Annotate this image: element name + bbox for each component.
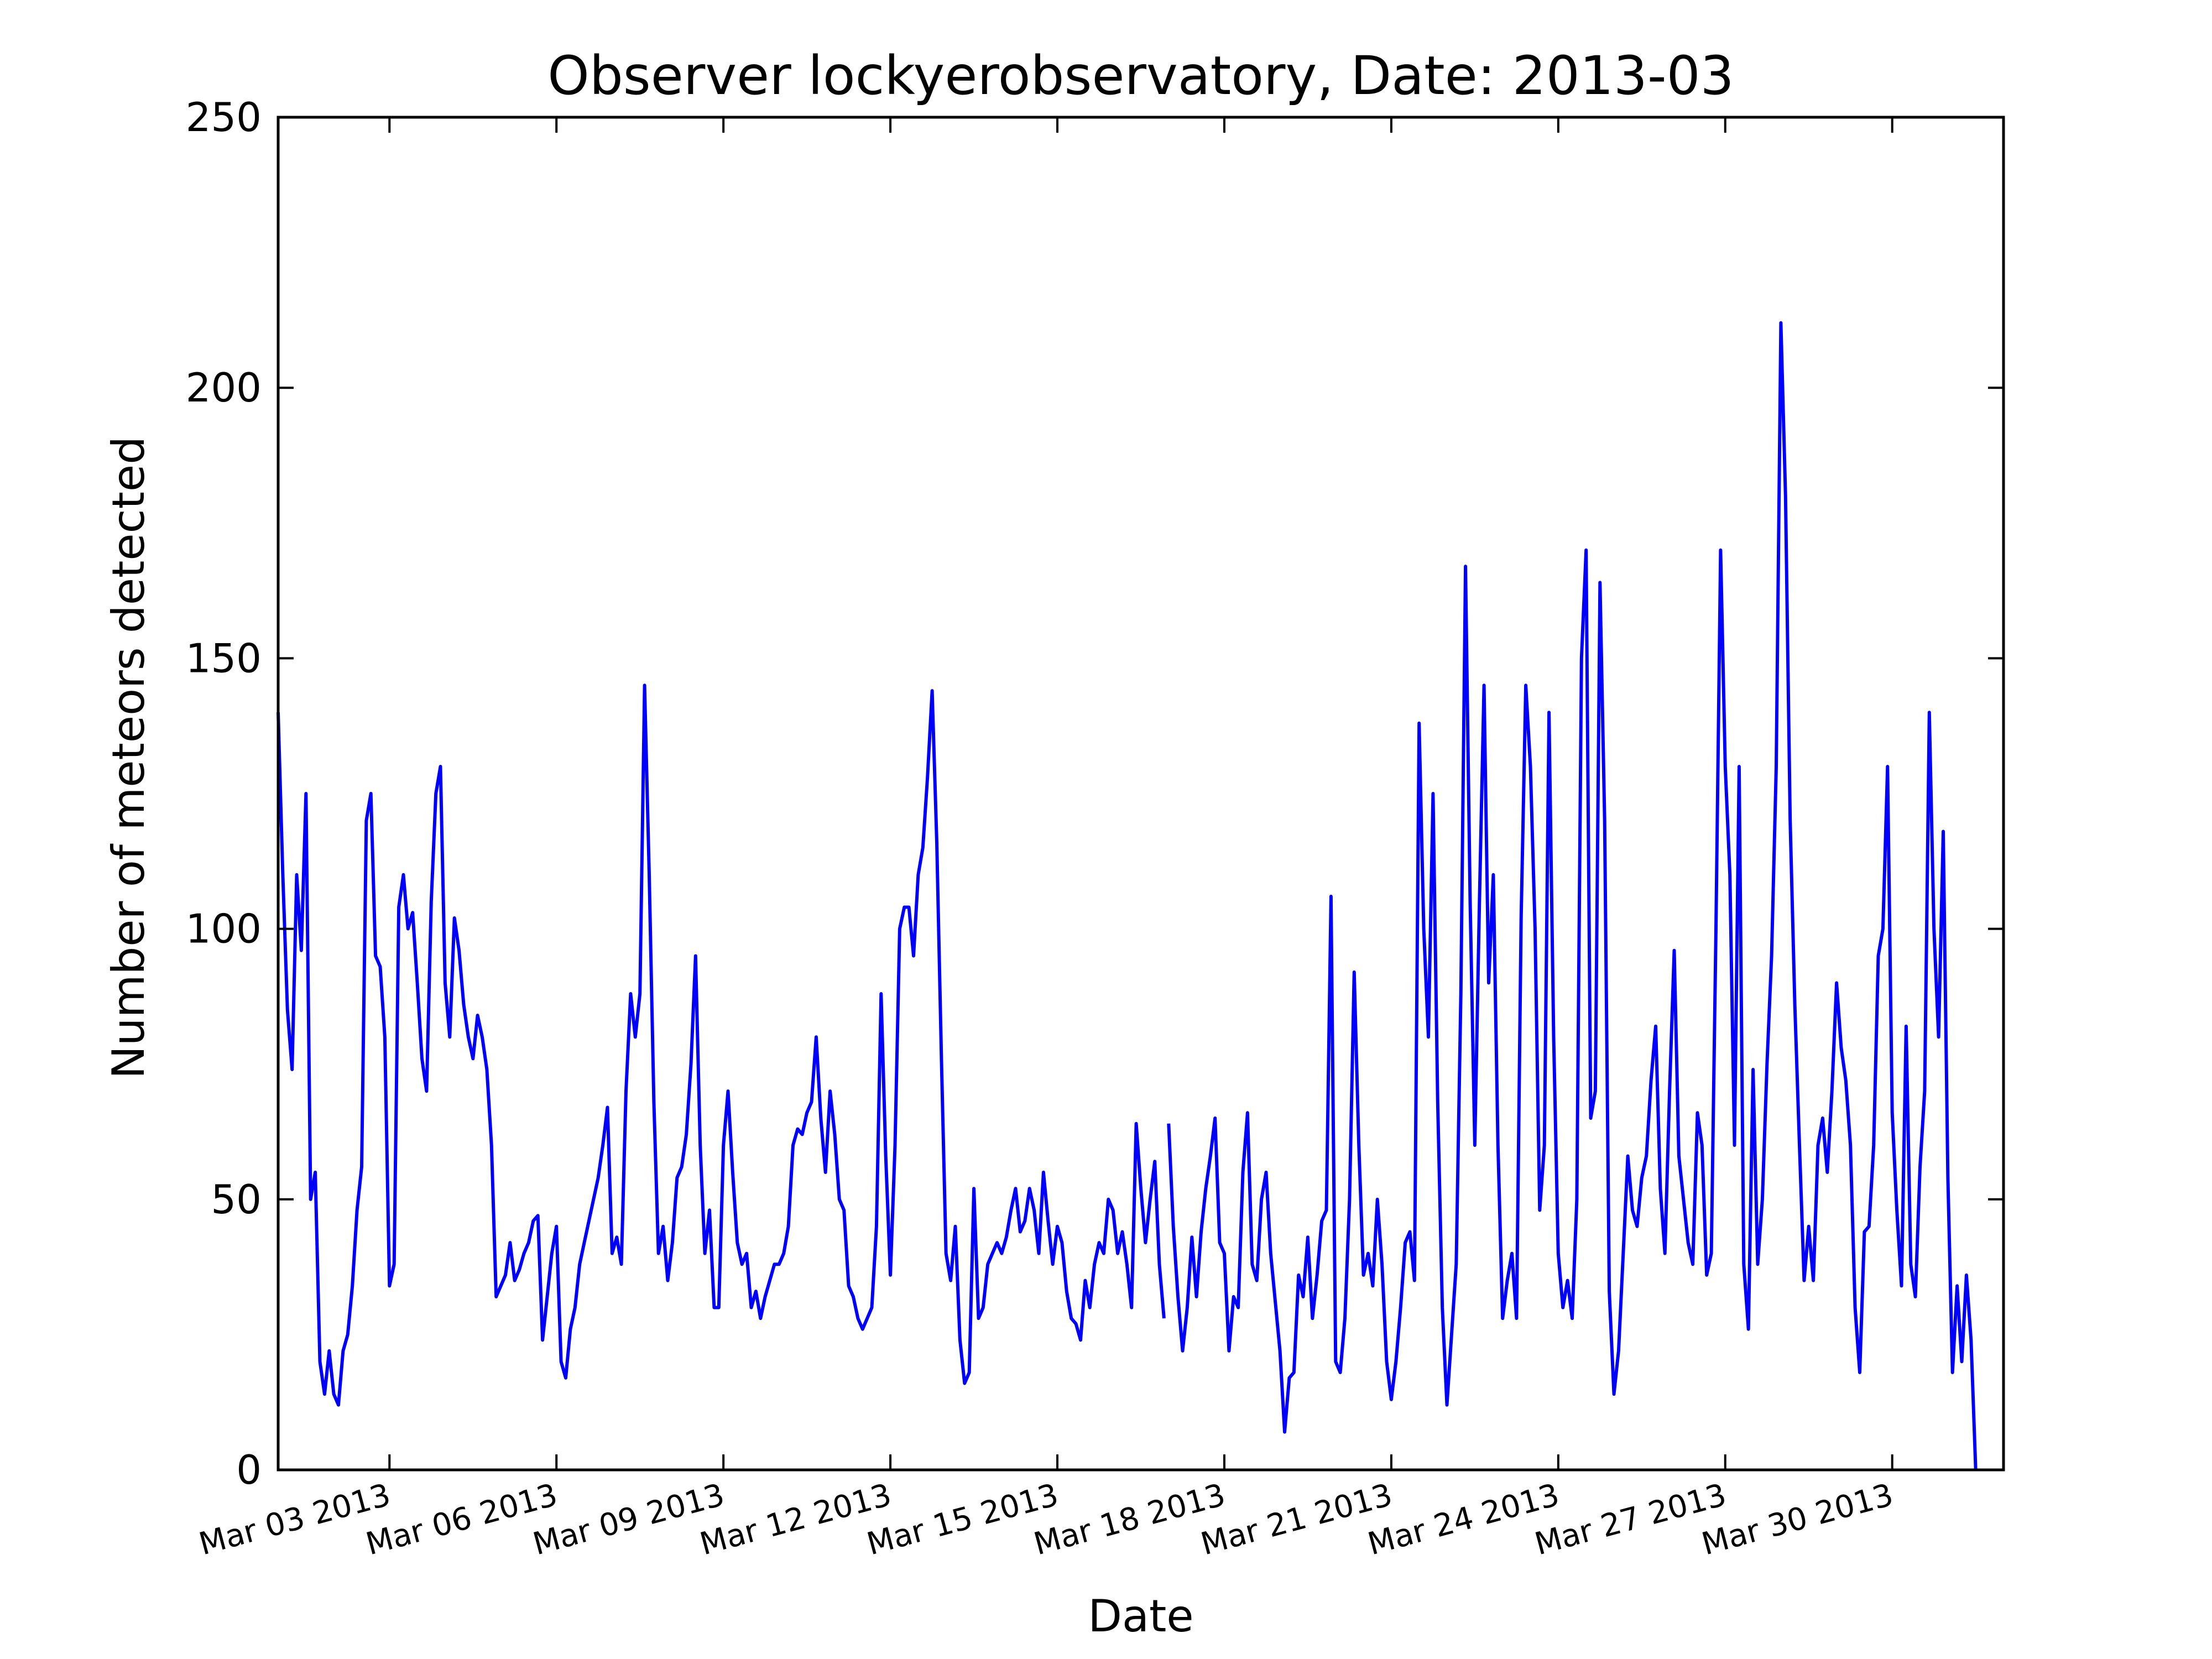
series-line-segment-1 <box>276 684 1166 1407</box>
series-line-segment-2 <box>1167 321 1978 1470</box>
plot-area <box>276 321 1978 1470</box>
x-axis-label: Date <box>1088 1590 1193 1642</box>
y-tick-label: 200 <box>186 364 262 411</box>
y-tick-label: 50 <box>211 1176 262 1223</box>
y-tick-label: 0 <box>236 1447 262 1493</box>
y-tick-label: 150 <box>186 635 262 681</box>
y-tick-label: 100 <box>186 906 262 952</box>
chart-title: Observer lockyerobservatory, Date: 2013-… <box>547 45 1734 107</box>
y-tick-label: 250 <box>186 94 262 140</box>
y-axis: 0 50 100 150 200 250 <box>186 94 2004 1493</box>
plot-frame <box>276 116 2005 1472</box>
y-axis-label: Number of meteors detected <box>103 436 154 1079</box>
